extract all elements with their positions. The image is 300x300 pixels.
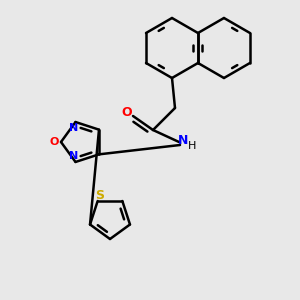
Text: S: S <box>95 188 104 202</box>
Text: O: O <box>49 137 59 147</box>
Text: N: N <box>178 134 188 148</box>
Text: O: O <box>122 106 132 119</box>
Text: N: N <box>69 152 78 161</box>
Text: N: N <box>69 122 78 133</box>
Text: H: H <box>188 141 196 151</box>
